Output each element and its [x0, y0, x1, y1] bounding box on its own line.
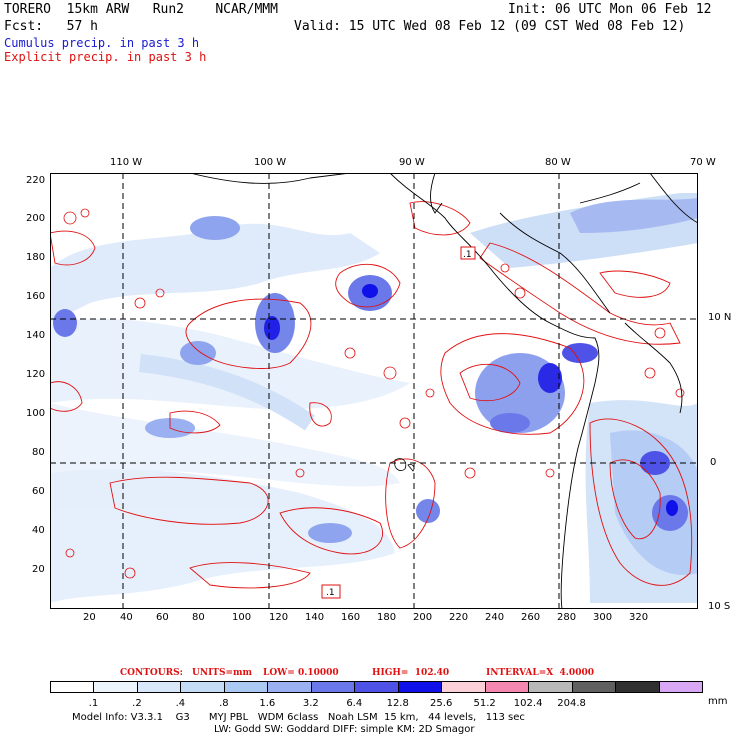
contours-caption: CONTOURS:	[120, 668, 183, 678]
lon-label-80w: 80 W	[545, 157, 571, 168]
legend-explicit: Explicit precip. in past 3 h	[4, 50, 207, 64]
colorbar-swatch	[180, 681, 225, 693]
y-tick: 60	[32, 486, 45, 497]
forecast-hour: Fcst: 57 h	[4, 19, 98, 34]
y-tick: 80	[32, 447, 45, 458]
colorbar-swatch	[441, 681, 486, 693]
contour-label-boxes: .1 .1	[321, 246, 476, 599]
y-tick: 100	[26, 408, 46, 419]
colorbar-label: 25.6	[430, 698, 453, 709]
colorbar-label: 1.6	[259, 698, 276, 709]
colorbar-label: 204.8	[557, 698, 586, 709]
contour-label: .1	[326, 588, 335, 598]
colorbar-swatch	[484, 681, 530, 693]
model-physics: LW: Godd SW: Goddard DIFF: simple KM: 2D…	[214, 724, 475, 735]
init-time: Init: 06 UTC Mon 06 Feb 12	[508, 2, 712, 17]
colorbar-label: .1	[88, 698, 99, 709]
map-frame	[50, 173, 698, 609]
x-tick: 140	[305, 612, 325, 623]
x-tick: 240	[485, 612, 505, 623]
model-info: Model Info: V3.3.1 G3 MYJ PBL WDM 6class…	[72, 712, 525, 723]
colorbar-swatch	[267, 681, 312, 693]
lat-label-0: 0	[710, 457, 717, 468]
latlon-grid	[50, 173, 698, 609]
lat-label-10s: 10 S	[708, 601, 731, 612]
y-tick: 140	[26, 330, 46, 341]
x-tick: 180	[377, 612, 397, 623]
x-tick: 320	[629, 612, 649, 623]
x-tick: 120	[269, 612, 289, 623]
colorbar-label: 12.8	[386, 698, 409, 709]
lon-label-100w: 100 W	[254, 157, 287, 168]
y-tick: 40	[32, 525, 45, 536]
colorbar-swatch	[615, 681, 660, 693]
run-title: TORERO 15km ARW Run2 NCAR/MMM	[4, 2, 278, 17]
colorbar-swatch	[354, 681, 399, 693]
y-tick: 200	[26, 213, 46, 224]
coastlines	[189, 173, 698, 609]
colorbar-unit: mm	[708, 696, 728, 707]
colorbar-swatch	[223, 681, 269, 693]
colorbar-swatch	[310, 681, 356, 693]
y-tick: 20	[32, 564, 45, 575]
colorbar-swatch	[571, 681, 617, 693]
x-tick: 80	[192, 612, 205, 623]
colorbar-swatch	[528, 681, 573, 693]
x-tick: 20	[83, 612, 96, 623]
x-tick: 260	[521, 612, 541, 623]
contours-high: HIGH= 102.40	[372, 668, 450, 678]
y-tick: 220	[26, 175, 46, 186]
islands	[394, 458, 415, 472]
x-tick: 60	[156, 612, 169, 623]
y-tick: 180	[26, 252, 46, 263]
colorbar-label: 102.4	[513, 698, 543, 709]
colorbar-swatch	[136, 681, 182, 693]
precip-map: .1 .1	[50, 173, 698, 609]
lon-label-90w: 90 W	[399, 157, 425, 168]
colorbar-swatch	[658, 681, 703, 693]
colorbar-label: .2	[132, 698, 142, 709]
colorbar-swatch	[397, 681, 443, 693]
x-tick: 220	[449, 612, 469, 623]
colorbar-label: 6.4	[346, 698, 363, 709]
colorbar-label: 51.2	[473, 698, 496, 709]
contours-interval: INTERVAL=X 4.0000	[486, 668, 594, 678]
colorbar-swatch	[93, 681, 138, 693]
x-tick: 100	[232, 612, 252, 623]
cumulus-precip-layer	[50, 193, 698, 603]
x-tick: 160	[341, 612, 361, 623]
y-tick: 160	[26, 291, 46, 302]
contours-units: UNITS=mm	[192, 668, 253, 678]
y-tick: 120	[26, 369, 46, 380]
x-tick: 300	[593, 612, 613, 623]
valid-time: Valid: 15 UTC Wed 08 Feb 12 (09 CST Wed …	[294, 19, 686, 34]
x-tick: 280	[557, 612, 577, 623]
x-tick: 200	[413, 612, 433, 623]
lon-label-70w: 70 W	[690, 157, 716, 168]
colorbar-swatch	[50, 681, 95, 693]
colorbar-label: .4	[175, 698, 186, 709]
legend-cumulus: Cumulus precip. in past 3 h	[4, 36, 200, 50]
lat-label-10n: 10 N	[708, 312, 732, 323]
colorbar-label: .8	[219, 698, 229, 709]
contour-islands	[63, 208, 685, 579]
x-tick: 40	[120, 612, 133, 623]
explicit-precip-contours	[50, 201, 693, 589]
contours-low: LOW= 0.10000	[263, 668, 339, 678]
lon-label-110w: 110 W	[110, 157, 143, 168]
colorbar-label: 3.2	[302, 698, 319, 709]
contour-label: .1	[463, 250, 472, 260]
